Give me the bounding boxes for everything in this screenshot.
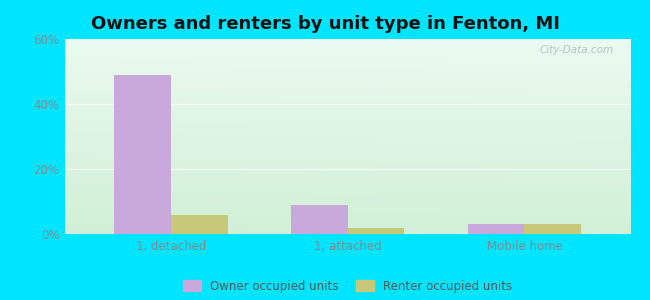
Bar bbox=[171, 214, 228, 234]
Text: Owners and renters by unit type in Fenton, MI: Owners and renters by unit type in Fento… bbox=[90, 15, 560, 33]
Legend: Owner occupied units, Renter occupied units: Owner occupied units, Renter occupied un… bbox=[178, 275, 517, 297]
Bar bbox=[348, 227, 404, 234]
Text: City-Data.com: City-Data.com bbox=[540, 45, 614, 55]
Bar bbox=[291, 205, 348, 234]
Bar bbox=[114, 75, 171, 234]
Bar bbox=[525, 224, 581, 234]
Bar bbox=[468, 224, 525, 234]
